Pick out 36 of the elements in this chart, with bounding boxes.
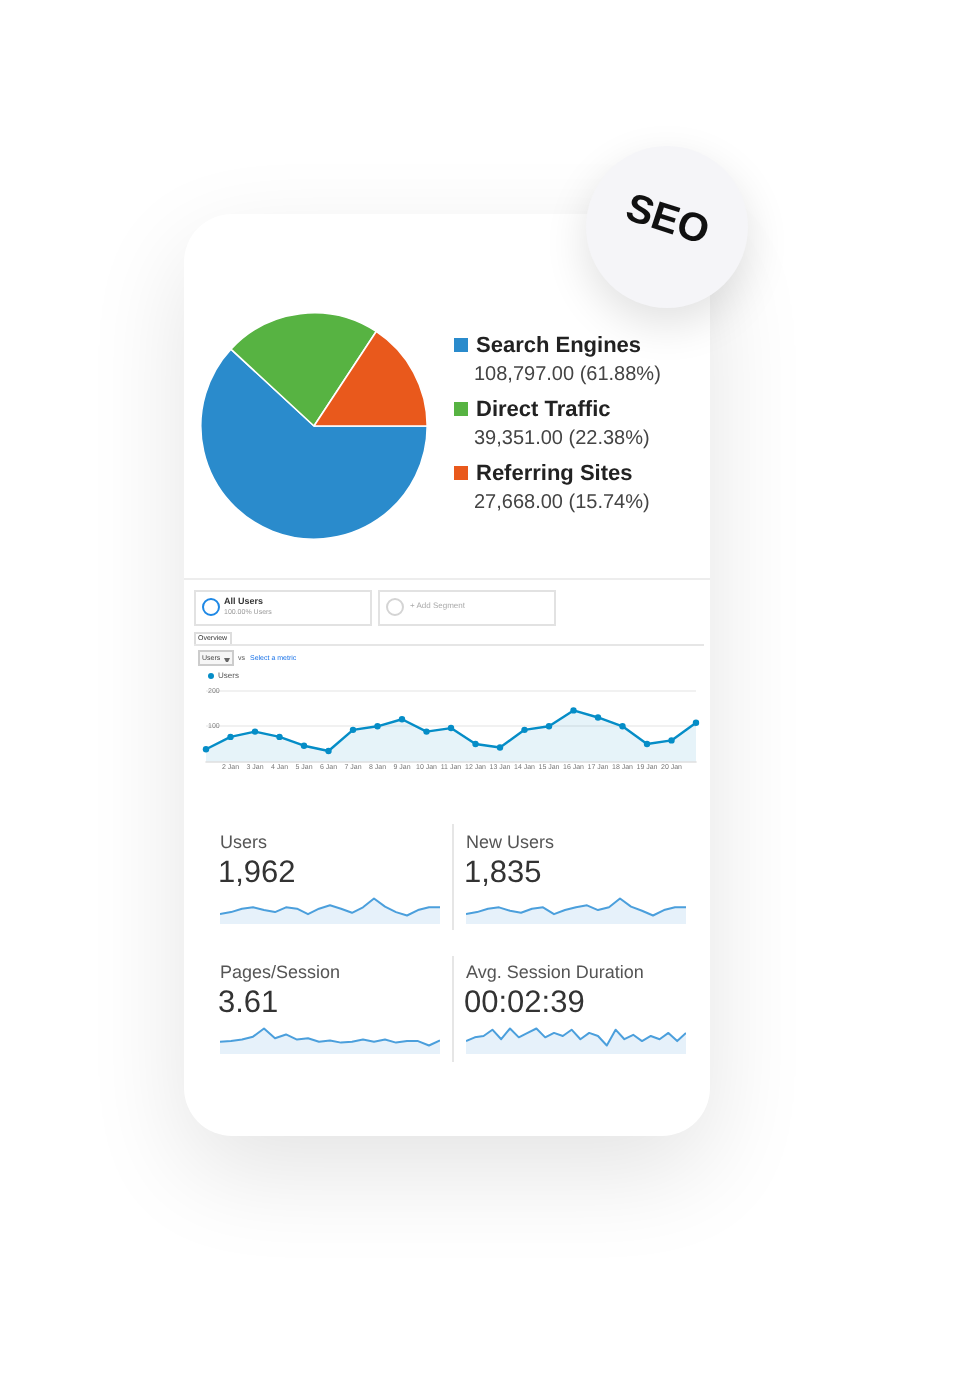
- point: [300, 742, 308, 749]
- chart-subtitle: 1,962: [218, 856, 296, 892]
- chart-subtitle: 3.61: [218, 986, 279, 1022]
- legend-label: Referring Sites: [476, 462, 633, 487]
- point: [398, 716, 406, 723]
- point: [496, 744, 504, 751]
- chart-title: New Users: [466, 832, 555, 853]
- point: [472, 740, 479, 748]
- data-label: 39,351.00 (22.38%): [474, 427, 650, 450]
- point: [349, 726, 357, 734]
- round-badge: SEO: [586, 146, 748, 308]
- chart-title: Users: [220, 832, 268, 853]
- data-label: 108,797.00 (61.88%): [474, 363, 661, 386]
- point: [692, 719, 700, 726]
- point: [374, 723, 381, 730]
- point: [545, 723, 553, 730]
- point: [594, 714, 602, 721]
- point: [521, 726, 528, 734]
- legend-label: Search Engines: [476, 334, 642, 359]
- point: [276, 733, 283, 741]
- point: [325, 747, 332, 755]
- point: [423, 728, 430, 735]
- point: [447, 724, 455, 732]
- point: [668, 737, 675, 744]
- point: [202, 746, 210, 753]
- point: [570, 707, 577, 714]
- point: [227, 733, 234, 741]
- data-label: 27,668.00 (15.74%): [474, 491, 650, 514]
- chart-subtitle: 1,835: [464, 856, 542, 892]
- point: [251, 728, 259, 735]
- chart-title: Pages/Session: [220, 962, 341, 983]
- point: [643, 740, 651, 748]
- chart-subtitle: 00:02:39: [464, 986, 585, 1022]
- legend-label: Direct Traffic: [476, 398, 611, 423]
- point: [619, 723, 626, 730]
- chart-title: Avg. Session Duration: [466, 962, 644, 983]
